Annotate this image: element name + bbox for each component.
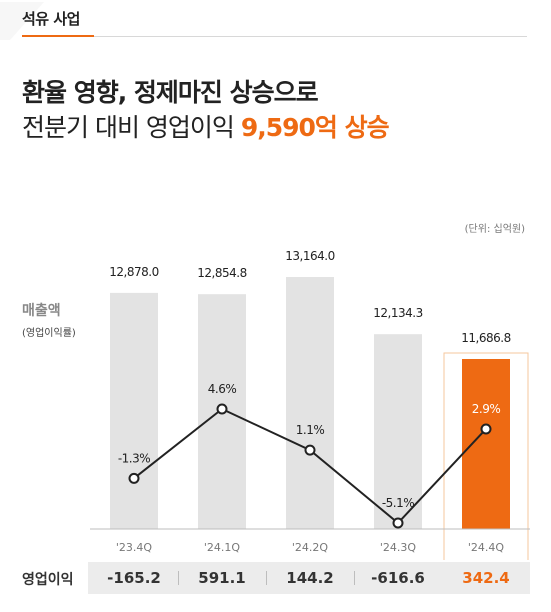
operating-profit-value: 144.2 xyxy=(286,569,334,587)
margin-label: -5.1% xyxy=(382,496,414,510)
metric-label: 매출액 (영업이익률) xyxy=(22,300,76,339)
headline-line2-prefix: 전분기 대비 영업이익 xyxy=(22,113,241,142)
operating-profit-background xyxy=(88,562,530,594)
headline-line1: 환율 영향, 정제마진 상승으로 xyxy=(22,78,319,107)
margin-point xyxy=(216,403,228,415)
category-label: '24.1Q xyxy=(204,541,241,554)
operating-profit-value: -165.2 xyxy=(107,569,161,587)
unit-label: (단위: 십억원) xyxy=(464,224,525,235)
operating-profit-row: 영업이익 -165.2 591.1 144.2 -616.6 342.4 xyxy=(0,562,551,594)
bar-value-label: 12,878.0 xyxy=(109,265,158,279)
chart: 12,878.0 12,854.8 13,164.0 12,134.3 11,686.8… xyxy=(90,249,530,560)
table-divider xyxy=(266,571,267,585)
headline-line2: 전분기 대비 영업이익 9,590억 상승 xyxy=(22,110,542,146)
section-rule-accent xyxy=(22,35,94,37)
section-tab: 석유 사업 xyxy=(22,10,80,28)
category-label: '24.2Q xyxy=(292,541,329,554)
operating-profit-value-highlight: 342.4 xyxy=(462,569,510,587)
metric-label-main: 매출액 xyxy=(22,303,61,319)
margin-point xyxy=(304,444,316,456)
margin-point xyxy=(128,472,140,484)
section-rule xyxy=(22,36,527,37)
bar-value-label: 13,164.0 xyxy=(285,249,334,263)
bar-value-label: 11,686.8 xyxy=(461,331,510,345)
margin-point xyxy=(392,517,404,529)
margin-label: 1.1% xyxy=(296,423,325,437)
bar xyxy=(462,359,510,529)
bar xyxy=(374,334,422,529)
headline-highlight: 9,590억 상승 xyxy=(240,113,390,142)
margin-label: -1.3% xyxy=(118,451,150,465)
operating-profit-label: 영업이익 xyxy=(22,572,74,588)
operating-profit-value: -616.6 xyxy=(371,569,425,587)
headline: 환율 영향, 정제마진 상승으로 전분기 대비 영업이익 9,590억 상승 xyxy=(22,76,542,146)
margin-label: 2.9% xyxy=(472,402,501,416)
bar-value-label: 12,134.3 xyxy=(373,306,422,320)
margin-label: 4.6% xyxy=(208,382,237,396)
category-label: '23.4Q xyxy=(116,541,153,554)
highlight-box xyxy=(443,352,529,560)
metric-label-sub: (영업이익률) xyxy=(22,328,76,339)
corner-decoration xyxy=(0,2,44,40)
category-label: '24.4Q xyxy=(468,541,505,554)
bar-value-label: 12,854.8 xyxy=(197,266,246,280)
bar xyxy=(110,292,158,529)
operating-profit-value: 591.1 xyxy=(198,569,246,587)
table-divider xyxy=(354,571,355,585)
bar xyxy=(286,277,334,529)
margin-point xyxy=(480,423,492,435)
category-label: '24.3Q xyxy=(380,541,417,554)
table-divider xyxy=(178,571,179,585)
